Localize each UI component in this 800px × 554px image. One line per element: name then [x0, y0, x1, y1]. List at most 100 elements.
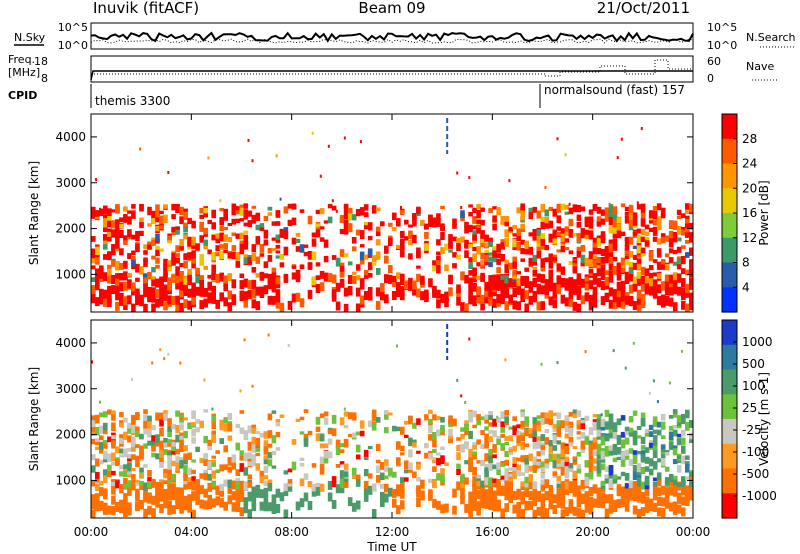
- data-cell: [676, 455, 682, 460]
- data-cell: [488, 415, 493, 421]
- data-cell: [464, 274, 469, 284]
- data-cell: [95, 257, 100, 265]
- data-cell: [504, 459, 509, 466]
- data-cell: [400, 276, 405, 285]
- data-cell: [135, 455, 140, 461]
- data-cell: [267, 280, 273, 290]
- data-cell: [167, 500, 172, 510]
- data-cell: [251, 267, 257, 273]
- data-cell: [187, 236, 192, 246]
- data-cell: [191, 459, 196, 463]
- data-cell: [287, 203, 293, 209]
- data-cell: [484, 477, 489, 486]
- data-cell: [540, 467, 546, 472]
- data-cell: [111, 275, 116, 284]
- data-cell: [440, 474, 445, 483]
- data-cell: [568, 481, 574, 491]
- data-cell: [135, 277, 140, 282]
- data-cell: [532, 237, 538, 241]
- nsearch-label: N.Search: [746, 31, 796, 44]
- data-cell: [123, 417, 128, 423]
- data-cell: [600, 248, 606, 256]
- data-cell: [115, 219, 120, 228]
- data-cell: [339, 229, 345, 235]
- data-cell: [668, 248, 674, 254]
- data-cell: [432, 439, 437, 448]
- data-cell: [556, 425, 562, 430]
- data-cell: [143, 414, 148, 422]
- data-cell: [155, 264, 160, 269]
- data-cell: [323, 220, 329, 224]
- data-cell: [315, 482, 321, 487]
- data-cell: [628, 268, 634, 277]
- data-cell: [163, 413, 168, 421]
- data-cell: [656, 487, 662, 497]
- data-cell: [191, 509, 196, 518]
- data-cell: [311, 131, 314, 135]
- data-cell: [95, 483, 100, 491]
- data-cell: [616, 268, 622, 272]
- data-cell: [676, 415, 682, 423]
- data-cell: [420, 479, 425, 489]
- data-cell: [408, 230, 413, 239]
- data-cell: [255, 224, 261, 231]
- data-cell: [131, 303, 136, 312]
- data-cell: [299, 462, 305, 467]
- data-cell: [524, 428, 529, 437]
- data-cell: [636, 479, 642, 485]
- data-cell: [512, 426, 517, 436]
- data-cell: [432, 459, 437, 464]
- data-cell: [648, 278, 654, 287]
- data-cell: [600, 480, 606, 487]
- data-cell: [588, 294, 594, 304]
- data-cell: [640, 494, 646, 504]
- data-cell: [211, 455, 216, 459]
- data-cell: [620, 203, 626, 208]
- data-cell: [408, 449, 413, 458]
- data-cell: [375, 300, 381, 310]
- data-cell: [544, 186, 547, 189]
- data-cell: [287, 344, 290, 347]
- data-cell: [199, 457, 204, 463]
- data-cell: [211, 470, 216, 479]
- data-cell: [287, 220, 293, 227]
- data-cell: [147, 440, 152, 446]
- data-cell: [572, 301, 578, 311]
- data-cell: [676, 237, 682, 242]
- data-cell: [211, 294, 216, 304]
- data-cell: [660, 435, 666, 439]
- data-cell: [508, 227, 513, 232]
- data-cell: [275, 250, 281, 254]
- data-cell: [111, 470, 116, 476]
- data-cell: [103, 272, 108, 282]
- data-cell: [231, 480, 237, 490]
- data-cell: [496, 435, 501, 440]
- data-cell: [488, 208, 493, 214]
- data-cell: [681, 287, 686, 297]
- data-cell: [243, 254, 249, 259]
- data-cell: [568, 468, 574, 473]
- data-cell: [235, 205, 238, 209]
- data-cell: [335, 257, 341, 267]
- data-cell: [303, 492, 309, 502]
- data-cell: [689, 437, 693, 443]
- data-cell: [520, 432, 525, 436]
- data-cell: [676, 273, 682, 283]
- data-cell: [91, 465, 96, 473]
- data-cell: [584, 503, 590, 513]
- data-cell: [99, 480, 104, 486]
- data-cell: [440, 293, 445, 303]
- data-cell: [520, 409, 525, 414]
- data-cell: [500, 475, 505, 480]
- data-cell: [119, 499, 124, 509]
- data-cell: [227, 302, 233, 312]
- data-cell: [504, 436, 509, 442]
- data-cell: [380, 483, 385, 489]
- data-cell: [355, 431, 361, 436]
- data-cell: [219, 217, 224, 226]
- colorbar-swatch: [722, 237, 737, 264]
- data-cell: [689, 481, 693, 488]
- data-cell: [560, 509, 566, 518]
- data-cell: [171, 490, 176, 500]
- data-cell: [115, 206, 120, 214]
